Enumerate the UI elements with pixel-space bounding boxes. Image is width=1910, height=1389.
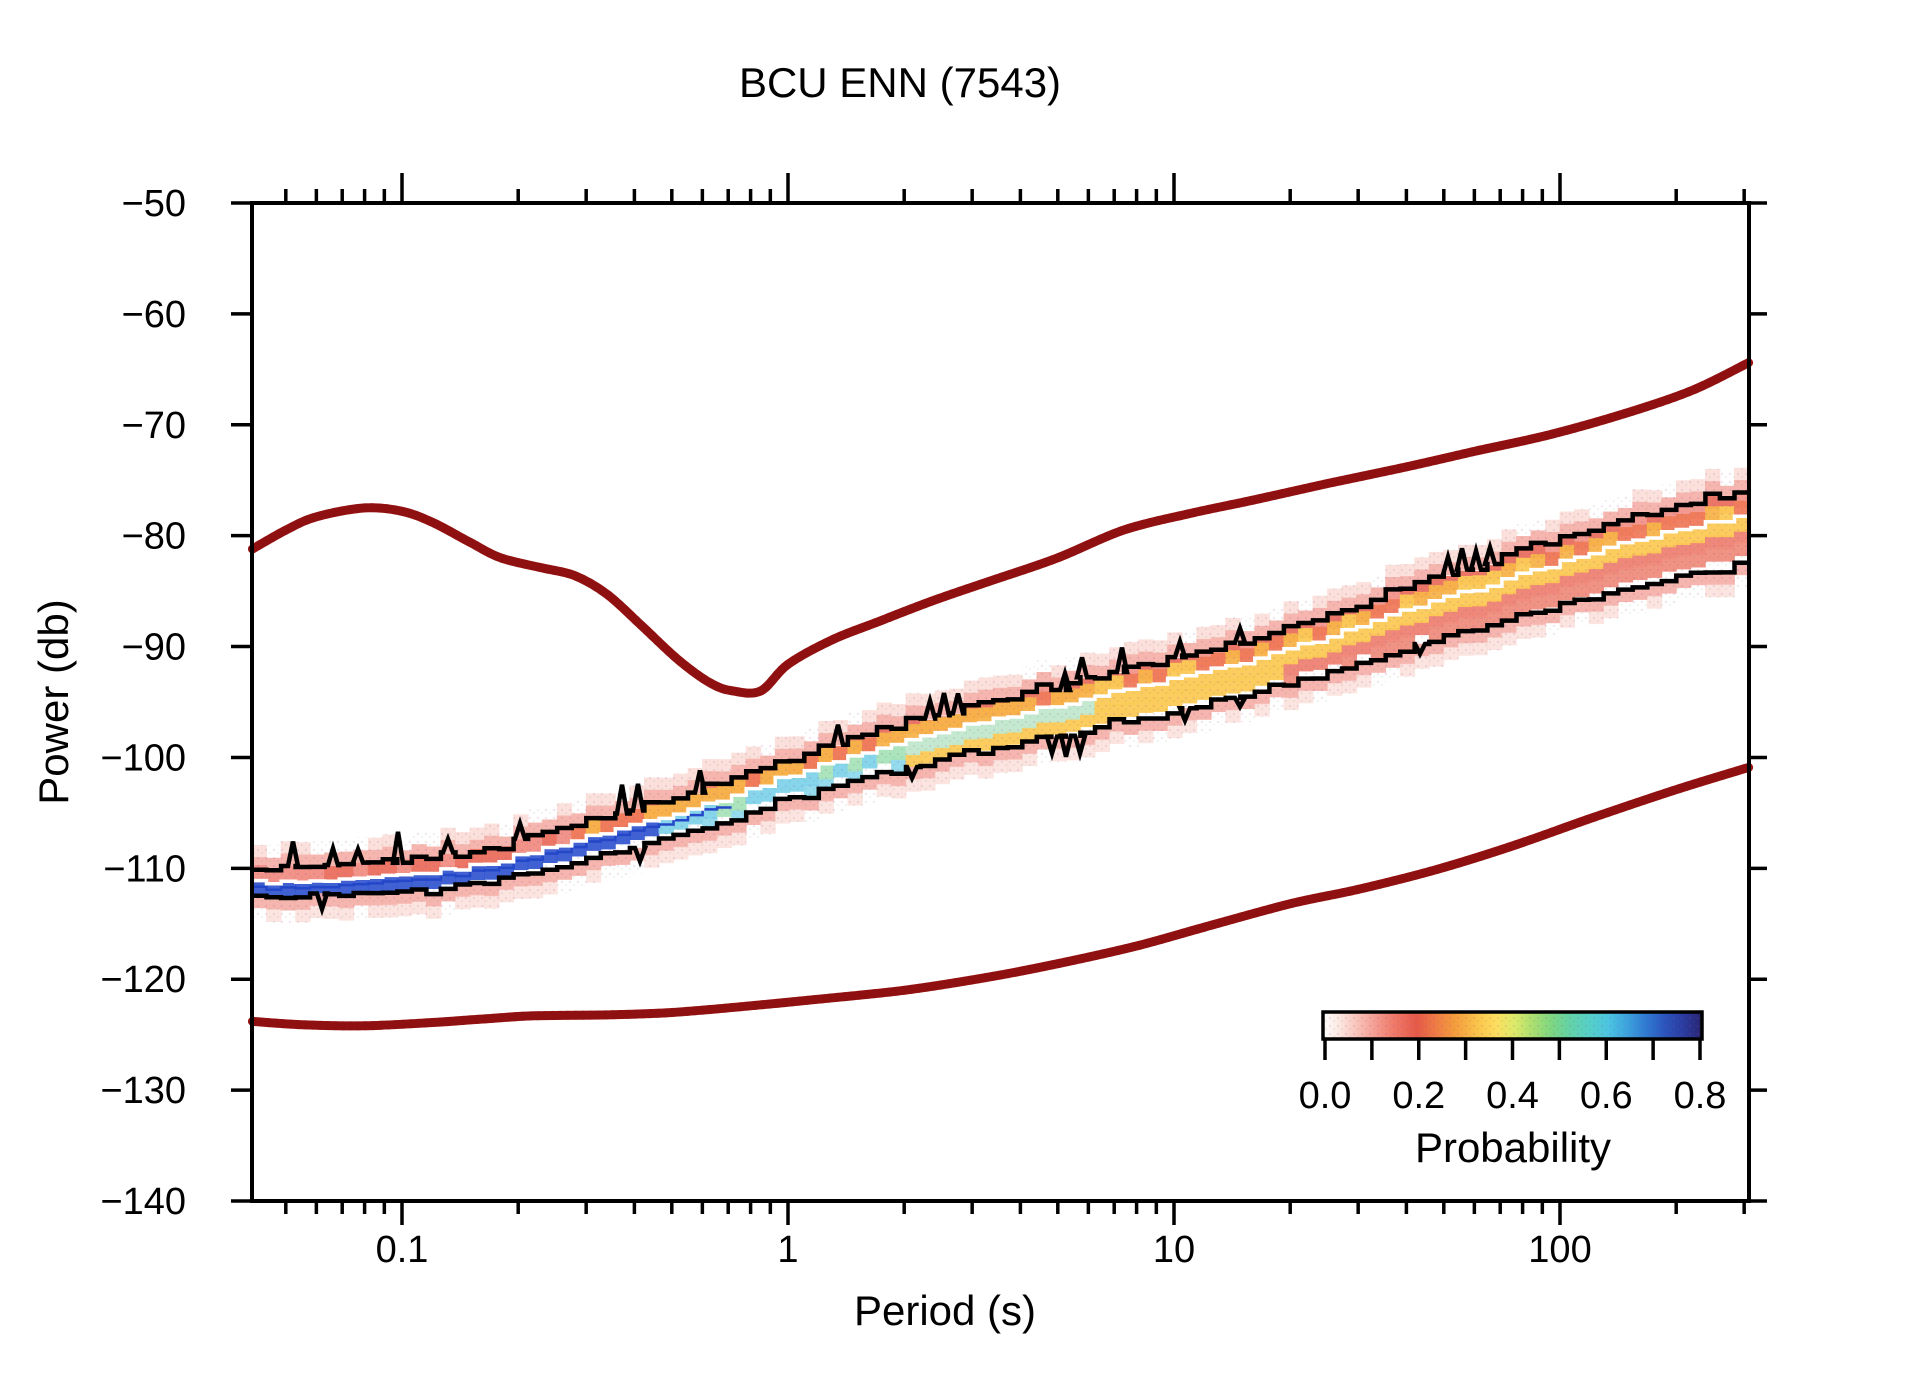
y-tick-label: −70 [122, 405, 186, 447]
y-tick-label: −90 [122, 627, 186, 669]
colorbar-tick-label: 0.2 [1392, 1075, 1445, 1117]
low-noise-model-texture [248, 762, 1754, 1031]
y-tick-label: −110 [103, 848, 186, 890]
plot-frame-and-ticks: 0.1 1 10 100 −50 −60 −70 −80 −90 −100 −110 −120 −130… [100, 173, 1767, 1271]
x-axis-label: Period (s) [854, 1287, 1036, 1334]
pdf-highest-probability-line [252, 806, 732, 892]
pdf-mode-line [252, 514, 1749, 886]
y-tick-label: −140 [100, 1181, 186, 1223]
colorbar-tick-label: 0.4 [1486, 1075, 1539, 1117]
low-noise-model-curve [248, 762, 1754, 1031]
x-tick-label: 1 [777, 1229, 798, 1271]
colorbar-tick-label: 0.6 [1580, 1075, 1633, 1117]
probability-colorbar: 0.0 0.2 0.4 0.6 0.8 [1299, 1010, 1727, 1117]
high-noise-model-texture [248, 358, 1754, 698]
chart-title: BCU ENN (7543) [739, 59, 1061, 106]
y-tick-label: −50 [122, 183, 186, 225]
y-tick-label: −130 [100, 1070, 186, 1112]
noise-model-curves [248, 358, 1754, 1031]
x-tick-label: 10 [1153, 1229, 1195, 1271]
x-tick-label: 100 [1528, 1229, 1591, 1271]
colorbar-tick-label: 0.0 [1299, 1075, 1352, 1117]
y-tick-label: −60 [122, 294, 186, 336]
y-tick-label: −120 [100, 959, 186, 1001]
y-tick-label: −100 [100, 737, 186, 779]
pdf-lower-envelope [252, 560, 1749, 917]
x-tick-label: 0.1 [376, 1229, 429, 1271]
y-axis-label: Power (db) [30, 599, 77, 804]
colorbar-label: Probability [1415, 1124, 1611, 1171]
colorbar-texture [1323, 1012, 1702, 1039]
high-noise-model-curve [248, 358, 1754, 698]
y-tick-label: −80 [122, 516, 186, 558]
pdf-upper-envelope [252, 490, 1749, 873]
pdf-envelope-lines [252, 490, 1749, 917]
plot-frame [250, 201, 1751, 1203]
colorbar-tick-label: 0.8 [1674, 1075, 1727, 1117]
